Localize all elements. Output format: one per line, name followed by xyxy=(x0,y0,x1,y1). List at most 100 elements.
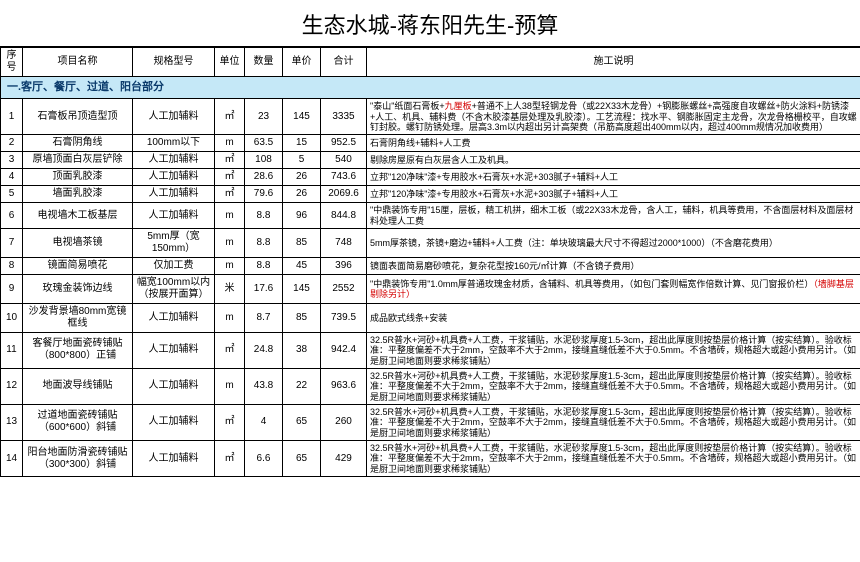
table-row: 6电视墙木工板基层人工加辅料m8.896844.8"中鼎装饰专用"15厘，层板，… xyxy=(1,203,860,229)
cell-qty: 23 xyxy=(245,99,283,135)
cell-seq: 9 xyxy=(1,274,23,303)
cell-qty: 8.8 xyxy=(245,257,283,274)
cell-spec: 人工加辅料 xyxy=(133,404,215,440)
cell-name: 客餐厅地面瓷砖铺贴（800*800）正铺 xyxy=(23,332,133,368)
cell-seq: 8 xyxy=(1,257,23,274)
table-row: 2石膏阴角线100mm以下m63.515952.5石膏阴角线+辅料+人工费 xyxy=(1,135,860,152)
cell-seq: 14 xyxy=(1,441,23,477)
cell-price: 65 xyxy=(283,441,321,477)
cell-price: 15 xyxy=(283,135,321,152)
cell-spec: 人工加辅料 xyxy=(133,303,215,332)
table-row: 5墙面乳胶漆人工加辅料㎡79.6262069.6立邦"120净味"漆+专用胶水+… xyxy=(1,186,860,203)
cell-total: 2552 xyxy=(321,274,367,303)
cell-total: 743.6 xyxy=(321,169,367,186)
cell-seq: 1 xyxy=(1,99,23,135)
cell-desc: "泰山"纸面石膏板+九厘板+普通不上人38型轻钢龙骨（或22X33木龙骨）+钢膨… xyxy=(367,99,860,135)
cell-desc: 32.5R普水+河砂+机具费+人工费，干浆铺贴，水泥砂浆厚度1.5-3cm，超出… xyxy=(367,368,860,404)
cell-seq: 2 xyxy=(1,135,23,152)
cell-total: 260 xyxy=(321,404,367,440)
cell-unit: 米 xyxy=(215,274,245,303)
cell-total: 540 xyxy=(321,152,367,169)
table-row: 4顶面乳胶漆人工加辅料㎡28.626743.6立邦"120净味"漆+专用胶水+石… xyxy=(1,169,860,186)
cell-desc: 32.5R普水+河砂+机具费+人工费，干浆铺贴，水泥砂浆厚度1.5-3cm，超出… xyxy=(367,441,860,477)
cell-unit: m xyxy=(215,257,245,274)
highlight-text: 九厘板 xyxy=(445,101,472,111)
page-title: 生态水城-蒋东阳先生-预算 xyxy=(0,0,860,47)
cell-name: 玫瑰金装饰边线 xyxy=(23,274,133,303)
table-row: 7电视墙茶镜5mm厚（宽150mm）m8.8857485mm厚茶镜，茶镜+磨边+… xyxy=(1,228,860,257)
cell-price: 38 xyxy=(283,332,321,368)
cell-name: 原墙顶面白灰层铲除 xyxy=(23,152,133,169)
cell-total: 952.5 xyxy=(321,135,367,152)
cell-qty: 6.6 xyxy=(245,441,283,477)
cell-price: 5 xyxy=(283,152,321,169)
cell-spec: 人工加辅料 xyxy=(133,441,215,477)
table-row: 13过道地面瓷砖铺贴（600*600）斜铺人工加辅料㎡46526032.5R普水… xyxy=(1,404,860,440)
cell-name: 镜面简易喷花 xyxy=(23,257,133,274)
col-name: 项目名称 xyxy=(23,48,133,77)
cell-spec: 人工加辅料 xyxy=(133,203,215,229)
cell-qty: 8.8 xyxy=(245,203,283,229)
cell-total: 844.8 xyxy=(321,203,367,229)
col-unit: 单位 xyxy=(215,48,245,77)
cell-unit: m xyxy=(215,203,245,229)
cell-name: 石膏阴角线 xyxy=(23,135,133,152)
cell-spec: 人工加辅料 xyxy=(133,332,215,368)
cell-total: 429 xyxy=(321,441,367,477)
cell-price: 45 xyxy=(283,257,321,274)
highlight-text: （墙脚基层剔除另计） xyxy=(370,279,854,299)
cell-qty: 63.5 xyxy=(245,135,283,152)
cell-price: 85 xyxy=(283,303,321,332)
cell-spec: 5mm厚（宽150mm） xyxy=(133,228,215,257)
cell-seq: 5 xyxy=(1,186,23,203)
cell-total: 748 xyxy=(321,228,367,257)
section-heading: 一.客厅、餐厅、过道、阳台部分 xyxy=(1,77,860,99)
cell-spec: 人工加辅料 xyxy=(133,169,215,186)
cell-seq: 7 xyxy=(1,228,23,257)
cell-price: 145 xyxy=(283,99,321,135)
cell-name: 电视墙茶镜 xyxy=(23,228,133,257)
cell-spec: 仅加工费 xyxy=(133,257,215,274)
cell-spec: 人工加辅料 xyxy=(133,368,215,404)
cell-price: 85 xyxy=(283,228,321,257)
cell-name: 阳台地面防滑瓷砖铺贴（300*300）斜铺 xyxy=(23,441,133,477)
cell-name: 墙面乳胶漆 xyxy=(23,186,133,203)
cell-qty: 28.6 xyxy=(245,169,283,186)
cell-qty: 108 xyxy=(245,152,283,169)
col-price: 单价 xyxy=(283,48,321,77)
cell-unit: ㎡ xyxy=(215,186,245,203)
cell-unit: ㎡ xyxy=(215,441,245,477)
cell-desc: "中鼎装饰专用"15厘，层板，精工机拼，细木工板（或22X33木龙骨，含人工，辅… xyxy=(367,203,860,229)
table-row: 11客餐厅地面瓷砖铺贴（800*800）正铺人工加辅料㎡24.838942.43… xyxy=(1,332,860,368)
cell-unit: m xyxy=(215,135,245,152)
cell-desc: 石膏阴角线+辅料+人工费 xyxy=(367,135,860,152)
cell-price: 96 xyxy=(283,203,321,229)
cell-seq: 3 xyxy=(1,152,23,169)
cell-desc: 5mm厚茶镜，茶镜+磨边+辅料+人工费（注：单块玻璃最大尺寸不得超过2000*1… xyxy=(367,228,860,257)
cell-seq: 11 xyxy=(1,332,23,368)
cell-name: 过道地面瓷砖铺贴（600*600）斜铺 xyxy=(23,404,133,440)
cell-total: 3335 xyxy=(321,99,367,135)
cell-name: 石膏板吊顶造型顶 xyxy=(23,99,133,135)
col-desc: 施工说明 xyxy=(367,48,860,77)
cell-qty: 79.6 xyxy=(245,186,283,203)
cell-spec: 100mm以下 xyxy=(133,135,215,152)
cell-name: 电视墙木工板基层 xyxy=(23,203,133,229)
cell-seq: 12 xyxy=(1,368,23,404)
cell-total: 2069.6 xyxy=(321,186,367,203)
cell-unit: ㎡ xyxy=(215,169,245,186)
cell-unit: ㎡ xyxy=(215,332,245,368)
cell-total: 396 xyxy=(321,257,367,274)
table-row: 9玫瑰金装饰边线幅宽100mm以内（按展开面算）米17.61452552"中鼎装… xyxy=(1,274,860,303)
cell-total: 739.5 xyxy=(321,303,367,332)
table-row: 14阳台地面防滑瓷砖铺贴（300*300）斜铺人工加辅料㎡6.66542932.… xyxy=(1,441,860,477)
col-seq: 序号 xyxy=(1,48,23,77)
cell-seq: 4 xyxy=(1,169,23,186)
table-row: 10沙发背景墙80mm宽镜框线人工加辅料m8.785739.5成品欧式线条+安装 xyxy=(1,303,860,332)
cell-unit: ㎡ xyxy=(215,404,245,440)
col-total: 合计 xyxy=(321,48,367,77)
cell-unit: m xyxy=(215,228,245,257)
cell-desc: "中鼎装饰专用"1.0mm厚普通玫瑰金材质，含辅料、机具等费用，（如包门套则幅宽… xyxy=(367,274,860,303)
cell-spec: 人工加辅料 xyxy=(133,152,215,169)
cell-spec: 人工加辅料 xyxy=(133,186,215,203)
